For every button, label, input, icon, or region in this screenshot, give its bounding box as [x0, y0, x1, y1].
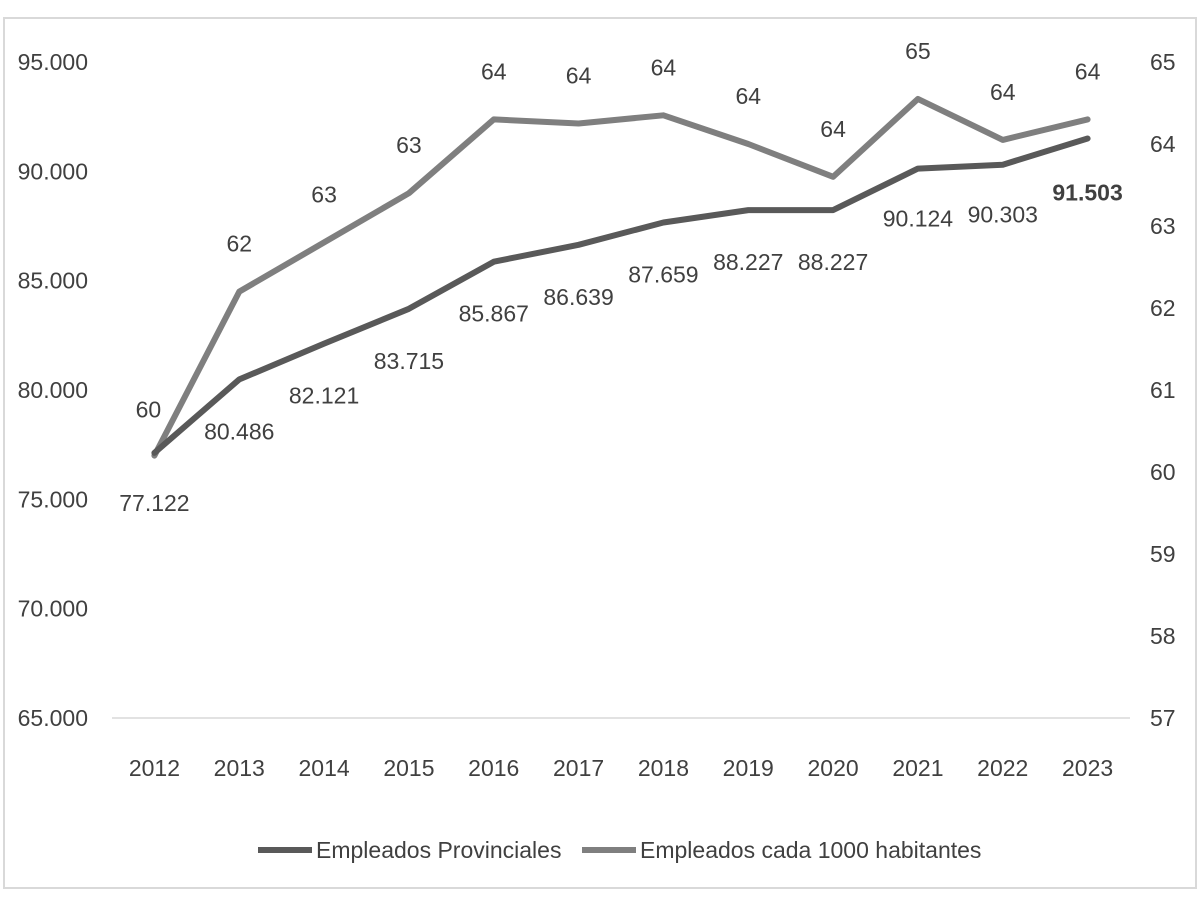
data-label-empleados-cada-1000-habitantes: 64	[566, 63, 592, 89]
data-label-empleados-cada-1000-habitantes: 62	[226, 231, 252, 257]
left-tick-label: 65.000	[18, 705, 88, 731]
series-line-empleados-cada-1000-habitantes	[151, 95, 1091, 459]
data-label-empleados-provinciales: 90.124	[883, 206, 954, 232]
x-tick-label: 2012	[129, 755, 180, 781]
x-tick-label: 2021	[892, 755, 943, 781]
right-tick-label: 59	[1150, 541, 1176, 567]
x-tick-label: 2022	[977, 755, 1028, 781]
right-tick-label: 57	[1150, 705, 1176, 731]
x-tick-label: 2017	[553, 755, 604, 781]
data-label-empleados-cada-1000-habitantes: 64	[820, 116, 846, 142]
data-label-empleados-provinciales: 83.715	[374, 348, 444, 374]
data-label-empleados-provinciales: 91.503	[1052, 179, 1122, 205]
data-label-empleados-cada-1000-habitantes: 64	[481, 58, 507, 84]
right-tick-label: 58	[1150, 623, 1176, 649]
x-tick-label: 2013	[214, 755, 265, 781]
left-tick-label: 95.000	[18, 49, 88, 75]
legend-label-empleados-provinciales: Empleados Provinciales	[316, 837, 561, 863]
chart-frame	[3, 17, 1197, 889]
right-tick-label: 65	[1150, 49, 1176, 75]
data-label-empleados-provinciales: 90.303	[968, 202, 1038, 228]
left-axis: 65.000 70.000 75.000 80.000 85.000 90.000 95.0…	[18, 49, 88, 731]
x-tick-label: 2019	[723, 755, 774, 781]
left-tick-label: 85.000	[18, 268, 88, 294]
data-label-empleados-cada-1000-habitantes: 63	[396, 132, 422, 158]
data-label-empleados-cada-1000-habitantes: 64	[651, 54, 677, 80]
right-axis: 57 58 59 60 61 62 63 64 65	[1150, 49, 1176, 731]
x-tick-label: 2014	[298, 755, 349, 781]
data-label-empleados-cada-1000-habitantes: 65	[905, 38, 931, 64]
data-label-empleados-cada-1000-habitantes: 64	[735, 83, 761, 109]
x-tick-label: 2016	[468, 755, 519, 781]
legend-label-empleados-cada-1000-habitantes: Empleados cada 1000 habitantes	[640, 837, 981, 863]
data-label-empleados-cada-1000-habitantes: 64	[990, 79, 1016, 105]
data-label-empleados-provinciales: 82.121	[289, 383, 359, 409]
series-line-empleados-provinciales	[151, 135, 1091, 456]
data-label-empleados-cada-1000-habitantes: 60	[136, 397, 162, 423]
series	[151, 95, 1091, 459]
x-tick-label: 2015	[383, 755, 434, 781]
left-tick-label: 75.000	[18, 486, 88, 512]
data-labels: 77.122 80.486 82.121 83.715 85.867 86.639 87.6…	[119, 38, 1123, 516]
right-tick-label: 64	[1150, 131, 1176, 157]
x-tick-label: 2020	[807, 755, 858, 781]
data-label-empleados-provinciales: 87.659	[628, 262, 698, 288]
data-label-empleados-provinciales: 77.122	[119, 490, 189, 516]
x-tick-label: 2018	[638, 755, 689, 781]
data-label-empleados-provinciales: 85.867	[459, 301, 529, 327]
x-axis: 2012 2013 2014 2015 2016 2017 2018 2019 2020 2021…	[129, 755, 1113, 781]
right-tick-label: 61	[1150, 377, 1176, 403]
right-tick-label: 60	[1150, 459, 1176, 485]
right-tick-label: 62	[1150, 295, 1176, 321]
data-label-empleados-cada-1000-habitantes: 63	[311, 181, 337, 207]
left-tick-label: 90.000	[18, 158, 88, 184]
right-tick-label: 63	[1150, 213, 1176, 239]
data-label-empleados-provinciales: 88.227	[798, 249, 868, 275]
data-label-empleados-cada-1000-habitantes: 64	[1075, 58, 1101, 84]
x-tick-label: 2023	[1062, 755, 1113, 781]
data-label-empleados-provinciales: 80.486	[204, 418, 274, 444]
left-tick-label: 80.000	[18, 377, 88, 403]
data-label-empleados-provinciales: 86.639	[543, 284, 613, 310]
left-tick-label: 70.000	[18, 596, 88, 622]
legend: Empleados Provinciales Empleados cada 10…	[258, 837, 981, 863]
data-label-empleados-provinciales: 88.227	[713, 249, 783, 275]
